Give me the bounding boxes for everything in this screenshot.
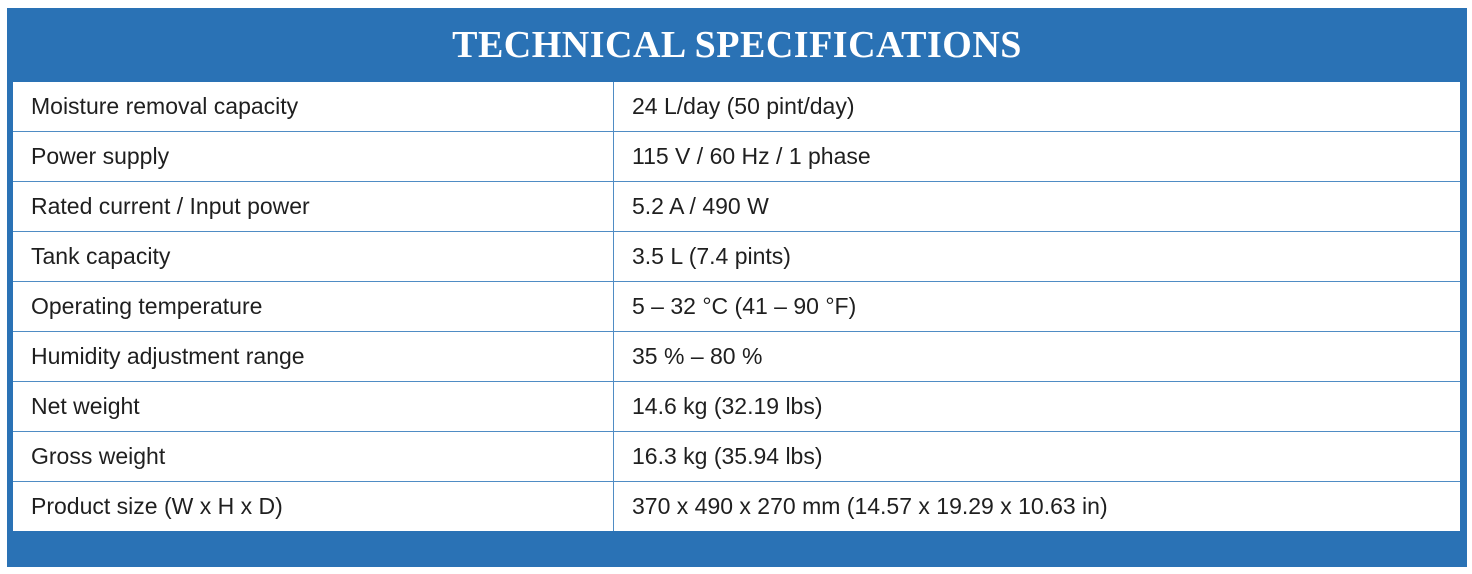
spec-value: 3.5 L (7.4 pints) [613,231,1460,282]
spec-label: Net weight [13,381,614,432]
spec-value: 5 – 32 °C (41 – 90 °F) [613,281,1460,332]
spec-title: TECHNICAL SPECIFICATIONS [452,24,1022,66]
spec-value: 35 % – 80 % [613,331,1460,382]
spec-label: Power supply [13,131,614,182]
spec-value: 16.3 kg (35.94 lbs) [613,431,1460,482]
table-row: Humidity adjustment range 35 % – 80 % [13,331,1460,382]
spec-panel: TECHNICAL SPECIFICATIONS Moisture remova… [7,8,1467,567]
spec-value: 115 V / 60 Hz / 1 phase [613,131,1460,182]
table-row: Operating temperature 5 – 32 °C (41 – 90… [13,281,1460,332]
spec-label: Gross weight [13,431,614,482]
table-row: Net weight 14.6 kg (32.19 lbs) [13,381,1460,432]
table-row: Moisture removal capacity 24 L/day (50 p… [13,82,1460,132]
table-row: Tank capacity 3.5 L (7.4 pints) [13,231,1460,282]
table-row: Rated current / Input power 5.2 A / 490 … [13,181,1460,232]
spec-table: Moisture removal capacity 24 L/day (50 p… [13,82,1460,531]
table-row: Power supply 115 V / 60 Hz / 1 phase [13,131,1460,182]
spec-label: Operating temperature [13,281,614,332]
table-row: Product size (W x H x D) 370 x 490 x 270… [13,481,1460,531]
spec-value: 370 x 490 x 270 mm (14.57 x 19.29 x 10.6… [613,481,1460,531]
spec-label: Rated current / Input power [13,181,614,232]
spec-value: 5.2 A / 490 W [613,181,1460,232]
spec-label: Tank capacity [13,231,614,282]
spec-value: 14.6 kg (32.19 lbs) [613,381,1460,432]
table-row: Gross weight 16.3 kg (35.94 lbs) [13,431,1460,482]
spec-label: Moisture removal capacity [13,82,614,132]
spec-label: Humidity adjustment range [13,331,614,382]
spec-label: Product size (W x H x D) [13,481,614,531]
spec-value: 24 L/day (50 pint/day) [613,82,1460,132]
